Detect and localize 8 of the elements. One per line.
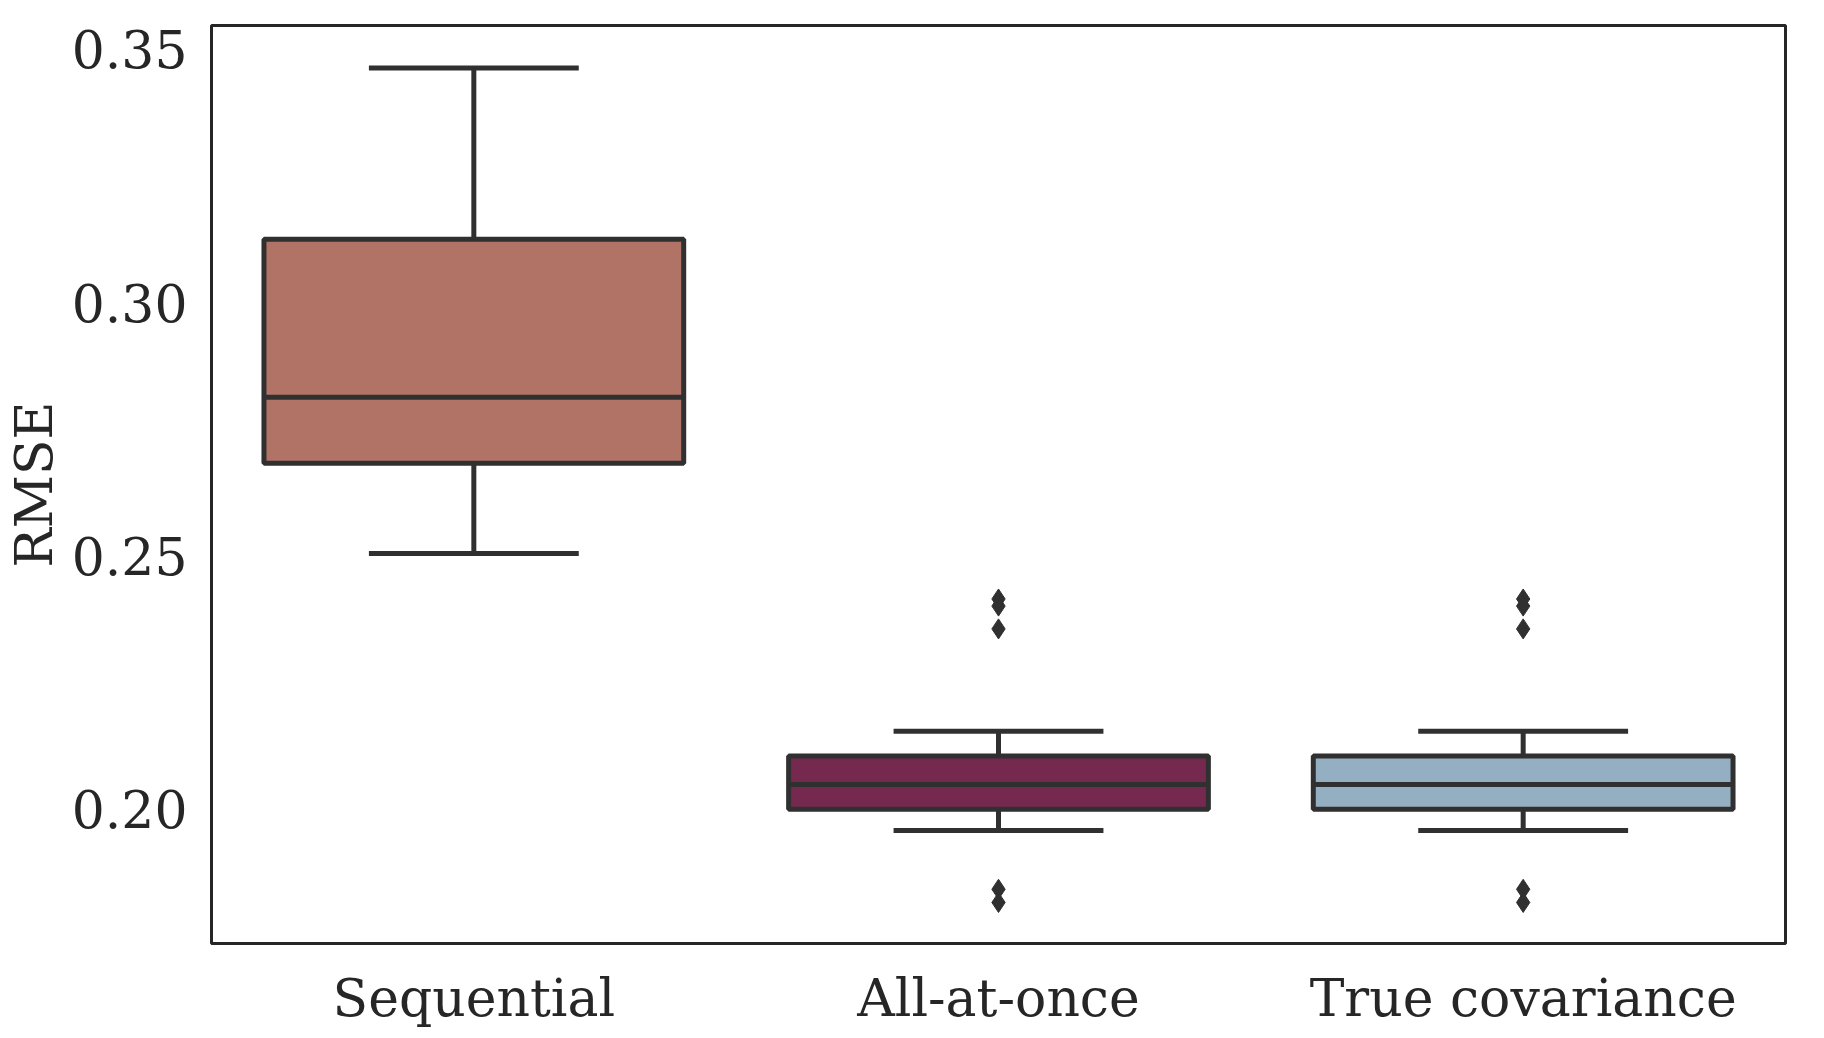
x-tick-label: True covariance xyxy=(1309,967,1737,1028)
x-tick-label: All-at-once xyxy=(856,967,1140,1028)
y-tick-label: 0.25 xyxy=(71,526,188,587)
y-tick-label: 0.30 xyxy=(71,273,188,334)
y-tick-label: 0.35 xyxy=(71,20,188,81)
y-tick-label: 0.20 xyxy=(71,780,188,841)
x-tick-label: Sequential xyxy=(332,967,616,1028)
y-axis-title: RMSE xyxy=(3,401,64,568)
